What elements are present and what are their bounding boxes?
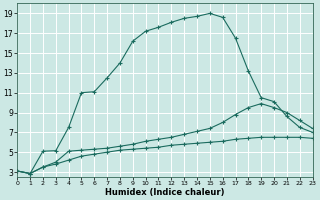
X-axis label: Humidex (Indice chaleur): Humidex (Indice chaleur) — [105, 188, 225, 197]
